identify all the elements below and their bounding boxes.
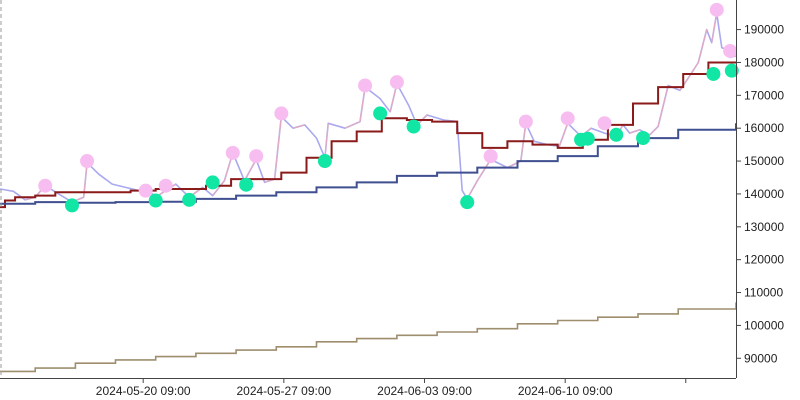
marker-layer [38,2,739,213]
price-up-segment [697,29,708,63]
price-up-segment [324,123,329,158]
price-up-segment [657,85,669,127]
x-tick-label: 2024-06-03 09:00 [377,384,472,398]
price-up-segment [344,121,361,129]
price-up-segment [679,75,691,91]
peak-marker [158,178,173,193]
price-up-segment [359,87,366,122]
price-up-segment [274,116,282,180]
peak-marker [249,149,264,164]
price-up-segment [649,126,659,136]
trough-marker [148,193,163,208]
long-ma-line [0,123,737,205]
price-up-segment [292,124,305,129]
price-up-segment [558,123,569,147]
y-tick-label: 90000 [744,351,778,365]
trough-marker [182,192,197,207]
series-layer [0,12,737,373]
y-tick-label: 150000 [744,154,784,168]
peak-marker [723,43,738,58]
axes-layer: 90000 100000 110000 120000 130000 140000 15000… [0,0,784,398]
y-tick-label: 180000 [744,55,784,69]
y-tick-label: 140000 [744,187,784,201]
trough-marker [460,195,475,210]
peak-marker [483,149,498,164]
price-up-segment [476,159,492,182]
price-up-segment [243,159,257,182]
peak-marker [518,114,533,129]
trough-marker [580,131,595,146]
y-tick-label: 120000 [744,253,784,267]
peak-marker [225,145,240,160]
short-ma-line [0,61,736,209]
peak-marker [597,116,612,131]
y-tick-label: 130000 [744,220,784,234]
trough-marker [65,198,80,213]
x-tick-label: 2024-06-10 09:00 [518,384,613,398]
trough-marker [205,175,220,190]
price-up-segment [629,129,640,134]
y-tick-label: 160000 [744,121,784,135]
x-tick-label: 2024-05-27 09:00 [236,384,331,398]
price-line [0,12,737,203]
price-up-segment [507,160,522,169]
trend-line [0,302,737,373]
trough-marker [373,106,388,121]
y-tick-label: 190000 [744,23,784,37]
peak-marker [358,78,373,93]
trough-marker [239,177,254,192]
trough-marker [317,154,332,169]
y-tick-label: 100000 [744,318,784,332]
peak-marker [138,183,153,198]
trough-marker [609,127,624,142]
peak-marker [560,111,575,126]
y-tick-label: 170000 [744,88,784,102]
y-tick-label: 110000 [744,286,783,300]
trough-marker [724,63,739,78]
peak-marker [709,2,724,17]
trough-marker [636,131,651,146]
peak-marker [389,75,404,90]
trough-marker [706,66,721,81]
peak-marker [274,106,289,121]
price-up-segment [212,180,225,196]
peak-marker [80,154,95,169]
trough-marker [406,119,421,134]
price-up-segment [711,13,718,43]
x-tick-label: 2024-05-20 09:00 [96,384,191,398]
peak-marker [38,178,53,193]
